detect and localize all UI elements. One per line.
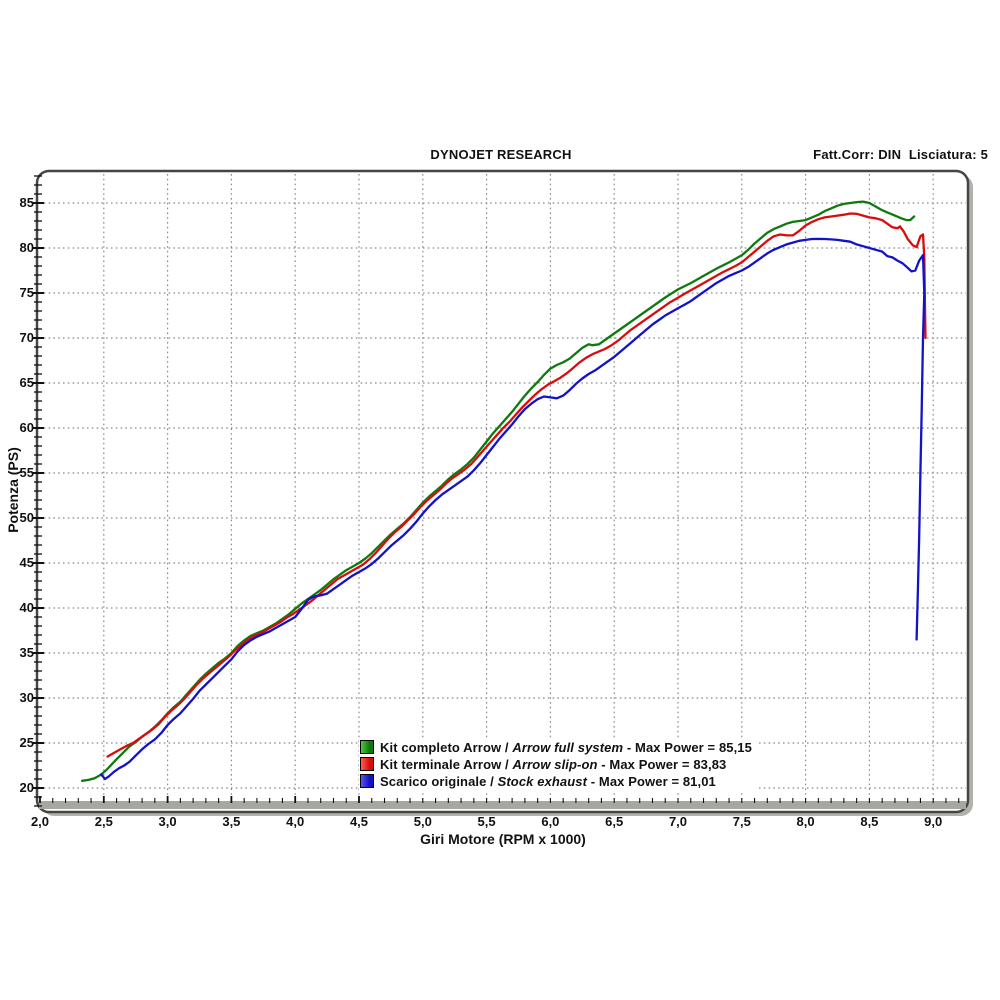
chart-title: DYNOJET RESEARCH <box>430 147 572 162</box>
y-tick-label: 75 <box>19 285 34 300</box>
x-axis-title: Giri Motore (RPM x 1000) <box>420 831 586 847</box>
x-tick-label: 4,5 <box>349 814 369 829</box>
green-series-swatch <box>360 740 374 754</box>
x-tick-label: 9,0 <box>924 814 943 829</box>
x-tick-label: 6,0 <box>541 814 560 829</box>
y-tick-label: 40 <box>19 600 34 615</box>
legend-item-arrow-full-system: Kit completo Arrow / Arrow full system -… <box>360 739 752 755</box>
x-tick-label: 4,0 <box>286 814 305 829</box>
legend-label: Kit terminale Arrow / Arrow slip-on - Ma… <box>380 756 727 772</box>
x-tick-label: 6,5 <box>605 814 624 829</box>
y-tick-label: 45 <box>19 555 34 570</box>
x-tick-label: 8,0 <box>796 814 815 829</box>
y-tick-label: 25 <box>19 735 34 750</box>
y-tick-label: 30 <box>19 690 34 705</box>
y-tick-label: 35 <box>19 645 34 660</box>
legend-label: Kit completo Arrow / Arrow full system -… <box>380 739 752 755</box>
blue-series-swatch <box>360 774 374 788</box>
chart-legend: Kit completo Arrow / Arrow full system -… <box>359 738 756 791</box>
x-tick-label: 8,5 <box>860 814 879 829</box>
legend-item-arrow-slip-on: Kit terminale Arrow / Arrow slip-on - Ma… <box>360 756 752 772</box>
x-tick-label: 2,0 <box>30 814 50 829</box>
x-tick-label: 5,0 <box>413 814 432 829</box>
power-curve <box>80 200 916 782</box>
power-curve <box>100 237 926 781</box>
x-tick-label: 7,0 <box>668 814 688 829</box>
y-tick-label: 20 <box>19 780 34 795</box>
legend-item-stock-exhaust: Scarico originale / Stock exhaust - Max … <box>360 773 752 789</box>
y-tick-label: 60 <box>19 420 34 435</box>
correction-factor-text: Fatt.Corr: DIN Lisciatura: 5 <box>813 147 988 162</box>
x-tick-label: 2,5 <box>94 814 113 829</box>
y-tick-label: 70 <box>19 330 34 345</box>
x-tick-label: 7,5 <box>732 814 751 829</box>
x-tick-label: 3,5 <box>222 814 241 829</box>
y-tick-label: 50 <box>19 510 34 525</box>
y-tick-label: 55 <box>19 465 34 480</box>
x-tick-label: 5,5 <box>477 814 496 829</box>
y-tick-label: 65 <box>19 375 34 390</box>
red-series-swatch <box>360 757 374 771</box>
y-tick-label: 85 <box>19 195 34 210</box>
y-tick-label: 80 <box>19 240 34 255</box>
x-tick-label: 3,0 <box>158 814 177 829</box>
legend-label: Scarico originale / Stock exhaust - Max … <box>380 773 716 789</box>
power-curve <box>106 212 927 758</box>
y-axis-title: Potenza (PS) <box>5 447 21 533</box>
